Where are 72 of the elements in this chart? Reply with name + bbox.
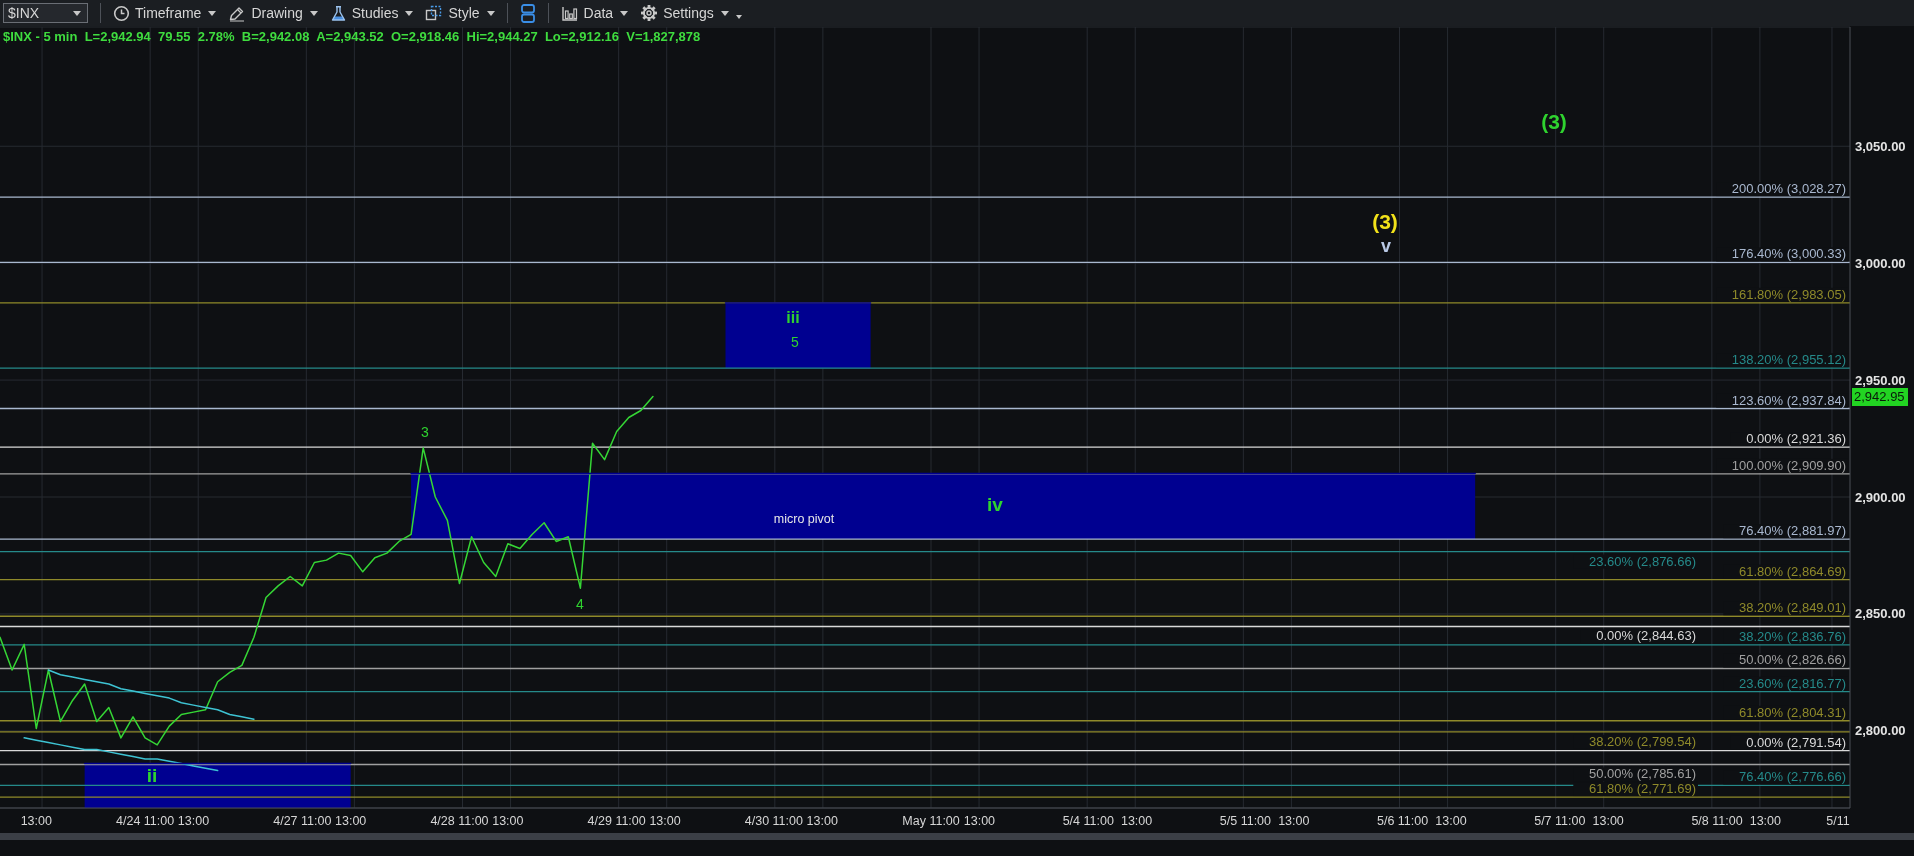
ref-line-label: 176.40% (3,000.33) — [1731, 246, 1846, 262]
ref-line-label: 23.60% (2,816.77) — [1739, 675, 1846, 691]
text: 2,942.95 — [1852, 388, 1908, 406]
annotation: 4 — [576, 596, 585, 612]
x-tick-label: 4/24 11:00 — [116, 814, 175, 828]
ref-line-label: 76.40% (2,776.66) — [1739, 769, 1846, 785]
ref-line-label: 0.00% (2,844.63) — [1596, 628, 1696, 644]
ref-line-label: 138.20% (2,955.12) — [1731, 352, 1846, 368]
annotation: (3) — [1372, 209, 1398, 233]
ref-line-label: 23.60% (2,876.66) — [1589, 553, 1696, 569]
ref-line-label: 76.40% (2,881.97) — [1739, 523, 1846, 539]
x-tick-label: 4/27 11:00 — [273, 814, 332, 828]
annotation: micro pivot — [773, 512, 835, 526]
text: Settings — [663, 5, 714, 21]
line-series — [0, 395, 654, 746]
x-tick-label: May 11:00 — [902, 814, 960, 828]
x-tick-label: 13:00 — [649, 814, 681, 828]
ref-line-label: 61.80% (2,804.31) — [1739, 704, 1846, 720]
annotation: iii — [786, 308, 800, 326]
annotation: ii — [146, 764, 158, 786]
ref-line-label: 123.60% (2,937.84) — [1731, 392, 1846, 408]
y-tick-label: 2,850.00 — [1855, 606, 1906, 622]
x-tick-label: 4/28 11:00 — [430, 814, 489, 828]
x-tick-label: 5/8 11:00 — [1691, 814, 1743, 828]
ref-line-label: 100.00% (2,909.90) — [1731, 457, 1846, 473]
ref-line-label: 38.20% (2,836.76) — [1739, 628, 1846, 644]
line-series — [47, 669, 255, 720]
ref-line-label: 161.80% (2,983.05) — [1731, 286, 1846, 302]
x-tick-label: 5/6 11:00 — [1377, 814, 1429, 828]
x-tick-label: 13:00 — [1435, 814, 1467, 828]
y-tick-label: 2,950.00 — [1855, 372, 1906, 388]
symbol-dropdown: $INX — [3, 3, 88, 23]
annotation: (3) — [1541, 109, 1567, 133]
x-tick-label: 4/30 11:00 — [744, 814, 803, 828]
annotation: 3 — [421, 424, 430, 440]
text: Style — [448, 5, 480, 21]
x-tick-label: 13:00 — [1749, 814, 1782, 828]
ref-line-label: 200.00% (3,028.27) — [1731, 181, 1846, 197]
x-tick-label: 13:00 — [1592, 814, 1624, 828]
annotation: v — [1380, 236, 1392, 256]
ref-line-label: 38.20% (2,849.01) — [1739, 600, 1846, 616]
x-tick-label: 13:00 — [806, 814, 838, 828]
annotation: iv — [987, 493, 1004, 515]
y-tick-label: 3,000.00 — [1855, 255, 1906, 271]
x-tick-label: 13:00 — [177, 814, 210, 828]
ref-line-label: 0.00% (2,791.54) — [1746, 734, 1846, 750]
x-tick-label: 5/7 11:00 — [1534, 814, 1586, 828]
x-tick-label: 4/29 11:00 — [587, 814, 646, 828]
x-tick-label: 13:00 — [1278, 814, 1310, 828]
ref-line-label: 50.00% (2,826.66) — [1739, 652, 1846, 668]
ref-line-label: 38.20% (2,799.54) — [1589, 733, 1696, 749]
text: Studies — [351, 5, 399, 21]
x-tick-label: 13:00 — [20, 814, 52, 828]
x-tick-label: 5/11 — [1826, 814, 1850, 828]
x-tick-label: 13:00 — [1120, 814, 1153, 828]
x-tick-label: 5/5 11:00 — [1219, 814, 1272, 828]
text: Drawing — [251, 5, 303, 21]
y-tick-label: 3,050.00 — [1855, 138, 1906, 154]
chart-subtitle: $INX - 5 min L=2,942.94 79.55 2.78% B=2,942.08 A=2,943.52 O=2,918.46 Hi=2,944.27 Lo=2,912.16 V=1,827,878 — [3, 29, 701, 44]
annotation: 5 — [791, 334, 800, 350]
x-tick-label: 13:00 — [335, 814, 367, 828]
text: Data — [583, 5, 614, 21]
x-tick-label: 5/4 11:00 — [1062, 814, 1114, 828]
ref-line-label: 61.80% (2,771.69) — [1589, 781, 1696, 797]
ref-line-label: 0.00% (2,921.36) — [1746, 431, 1846, 447]
y-tick-label: 2,900.00 — [1855, 489, 1906, 505]
x-tick-label: 13:00 — [963, 814, 996, 828]
y-tick-label: 2,800.00 — [1855, 723, 1906, 739]
ref-line-label: 61.80% (2,864.69) — [1739, 563, 1846, 579]
text: Timeframe — [135, 5, 202, 21]
x-tick-label: 13:00 — [492, 814, 524, 828]
ref-line-label: 50.00% (2,785.61) — [1589, 766, 1696, 782]
